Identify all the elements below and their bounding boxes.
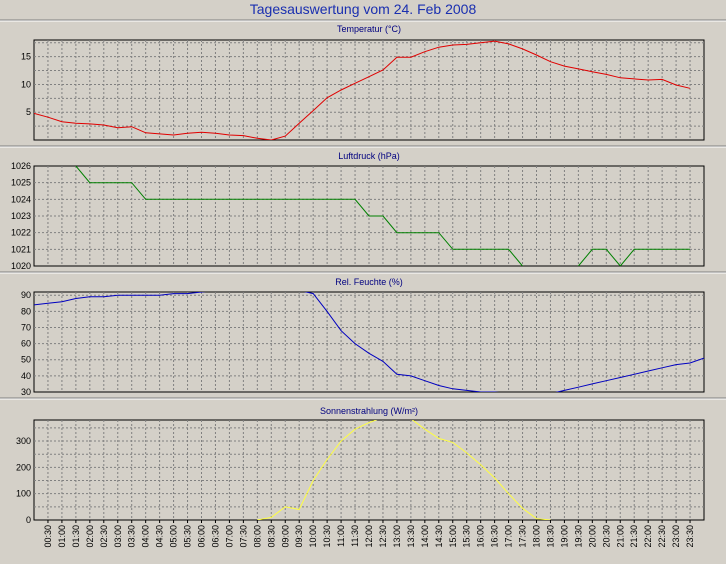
x-tick-label: 15:00: [448, 525, 458, 548]
series-line-pressure: [74, 166, 690, 266]
x-tick-label: 03:00: [113, 525, 123, 548]
y-tick-label: 1020: [11, 261, 31, 271]
y-tick-label: 1022: [11, 228, 31, 238]
x-tick-label: 08:00: [252, 525, 262, 548]
panel-title: Luftdruck (hPa): [338, 151, 400, 161]
x-tick-label: 10:00: [308, 525, 318, 548]
y-tick-label: 200: [16, 462, 31, 472]
x-tick-label: 21:00: [615, 525, 625, 548]
x-tick-label: 12:00: [364, 525, 374, 548]
y-tick-label: 70: [21, 322, 31, 332]
y-tick-label: 1023: [11, 211, 31, 221]
panel-title: Rel. Feuchte (%): [335, 277, 403, 287]
x-tick-label: 20:30: [601, 525, 611, 548]
x-tick-label: 11:30: [350, 525, 360, 547]
x-tick-label: 23:00: [671, 525, 681, 548]
y-tick-label: 15: [21, 52, 31, 62]
y-tick-label: 90: [21, 290, 31, 300]
y-tick-label: 60: [21, 339, 31, 349]
y-tick-label: 1024: [11, 194, 31, 204]
y-tick-label: 40: [21, 371, 31, 381]
y-tick-label: 100: [16, 489, 31, 499]
x-tick-label: 03:30: [127, 525, 137, 548]
x-tick-label: 07:00: [224, 525, 234, 548]
x-tick-label: 13:00: [392, 525, 402, 548]
x-tick-label: 01:00: [57, 525, 67, 548]
y-tick-label: 10: [21, 79, 31, 89]
y-tick-label: 0: [26, 515, 31, 525]
x-tick-label: 07:30: [238, 525, 248, 548]
series-line-humidity: [34, 292, 704, 392]
x-tick-label: 00:30: [43, 525, 53, 548]
y-tick-label: 30: [21, 387, 31, 397]
x-tick-label: 05:30: [183, 525, 193, 548]
x-tick-label: 08:30: [266, 525, 276, 548]
x-tick-label: 13:30: [406, 525, 416, 548]
y-tick-label: 1021: [11, 244, 31, 254]
x-tick-label: 14:00: [420, 525, 430, 548]
x-tick-label: 19:00: [559, 525, 569, 548]
page-title: Tagesauswertung vom 24. Feb 2008: [249, 1, 477, 17]
y-tick-label: 300: [16, 436, 31, 446]
x-tick-label: 10:30: [322, 525, 332, 548]
x-tick-label: 09:00: [280, 525, 290, 548]
x-tick-label: 18:30: [545, 525, 555, 548]
x-tick-label: 22:00: [643, 525, 653, 548]
x-tick-label: 09:30: [294, 525, 304, 548]
panel-title: Temperatur (°C): [337, 24, 401, 34]
x-tick-label: 17:30: [518, 525, 528, 548]
x-tick-label: 16:30: [490, 525, 500, 548]
x-tick-label: 04:00: [141, 525, 151, 548]
y-tick-label: 80: [21, 306, 31, 316]
x-tick-label: 18:00: [532, 525, 542, 548]
x-tick-label: 14:30: [434, 525, 444, 548]
x-tick-label: 23:30: [685, 525, 695, 548]
series-line-solar: [257, 420, 551, 520]
y-tick-label: 1025: [11, 178, 31, 188]
x-tick-label: 16:00: [476, 525, 486, 548]
x-tick-label: 19:30: [573, 525, 583, 548]
x-tick-label: 22:30: [657, 525, 667, 548]
x-tick-label: 15:30: [462, 525, 472, 548]
x-tick-label: 04:30: [155, 525, 165, 548]
x-tick-label: 06:00: [197, 525, 207, 548]
y-tick-label: 5: [26, 107, 31, 117]
x-tick-label: 02:30: [99, 525, 109, 548]
x-tick-label: 02:00: [85, 525, 95, 548]
x-tick-label: 12:30: [378, 525, 388, 548]
x-tick-label: 17:00: [504, 525, 514, 548]
x-tick-label: 21:30: [629, 525, 639, 548]
x-tick-label: 01:30: [71, 525, 81, 548]
x-tick-label: 06:30: [210, 525, 220, 548]
x-tick-label: 20:00: [587, 525, 597, 548]
y-tick-label: 1026: [11, 161, 31, 171]
panel-title: Sonnenstrahlung (W/m²): [320, 406, 418, 416]
x-tick-label: 11:00: [336, 525, 346, 547]
y-tick-label: 50: [21, 355, 31, 365]
series-line-temperature: [34, 40, 691, 140]
x-tick-label: 05:00: [169, 525, 179, 548]
